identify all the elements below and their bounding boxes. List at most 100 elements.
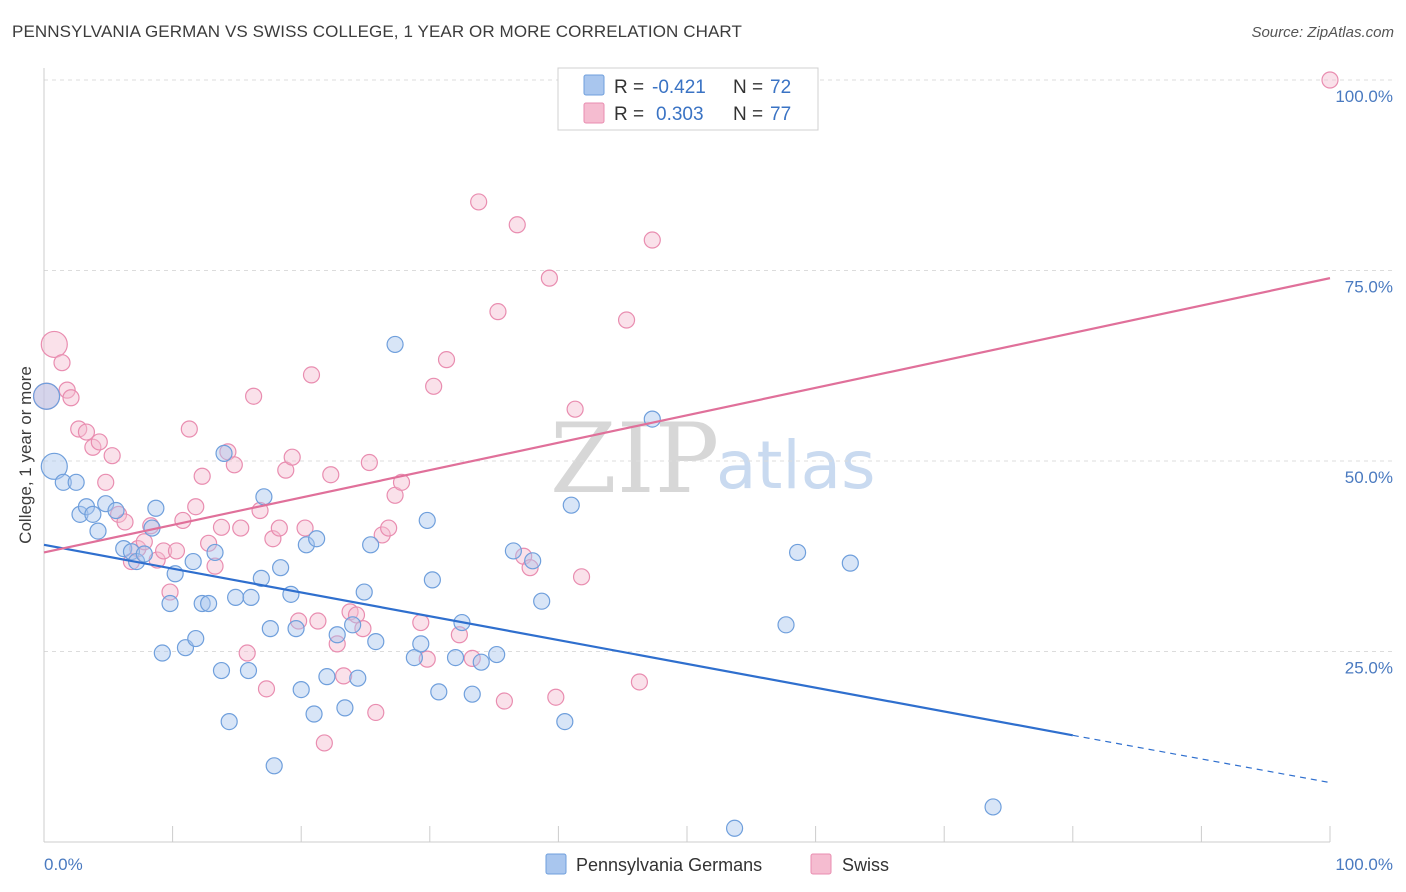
bottom-legend-label-blue: Pennsylvania Germans <box>576 855 762 875</box>
swiss-point-9 <box>97 473 115 491</box>
pg-point-41 <box>308 530 326 548</box>
pg-point-69 <box>841 554 859 572</box>
swiss-point-72 <box>617 311 636 329</box>
pg-point-40 <box>305 705 323 723</box>
swiss-point-36 <box>270 519 288 537</box>
legend-r-label-blue: R = <box>614 77 644 98</box>
swiss-point-18 <box>154 542 173 560</box>
y-axis-title: College, 1 year or more <box>16 366 35 544</box>
pg-point-1 <box>40 452 68 480</box>
pg-point-60 <box>488 645 506 664</box>
swiss-point-69 <box>547 688 565 706</box>
pg-point-53 <box>418 511 436 530</box>
pg-point-54 <box>423 571 441 589</box>
pg-point-61 <box>504 542 522 560</box>
swiss-point-57 <box>418 650 436 668</box>
y-tick-label-1: 75.0% <box>1345 278 1393 297</box>
swiss-point-71 <box>572 568 591 586</box>
swiss-point-32 <box>245 387 263 405</box>
swiss-point-38 <box>283 448 301 466</box>
pg-point-22 <box>193 594 211 613</box>
pg-point-68 <box>788 543 807 562</box>
swiss-point-68 <box>540 269 558 287</box>
pg-point-48 <box>362 536 380 554</box>
swiss-point-76 <box>1321 71 1339 89</box>
legend-n-label-pink: N = <box>733 104 763 125</box>
legend-r-label-pink: R = <box>614 104 644 125</box>
pg-point-32 <box>255 488 273 506</box>
pg-point-62 <box>533 592 551 610</box>
pg-point-51 <box>405 648 423 667</box>
pg-point-23 <box>200 594 218 613</box>
source-label: Source: ZipAtlas.com <box>1251 24 1394 41</box>
pg-point-3 <box>67 473 85 491</box>
swiss-point-58 <box>425 377 443 395</box>
pg-point-31 <box>252 569 270 587</box>
y-tick-label-3: 25.0% <box>1345 659 1393 678</box>
swiss-point-50 <box>360 453 378 472</box>
pg-point-42 <box>318 668 336 686</box>
pg-point-0 <box>32 382 61 410</box>
pg-point-38 <box>292 680 310 699</box>
swiss-point-1 <box>40 330 68 359</box>
pg-point-70 <box>984 798 1002 816</box>
pg-point-44 <box>336 699 354 717</box>
pg-point-15 <box>147 499 165 517</box>
series-legend: Pennsylvania Germans Swiss <box>545 853 889 875</box>
legend-swatch-pink <box>583 102 605 124</box>
pg-point-8 <box>97 495 115 513</box>
swiss-point-70 <box>566 400 584 418</box>
correlation-legend: R = -0.421 N = 72 R = 0.303 N = 77 <box>557 67 819 131</box>
pg-point-20 <box>184 552 202 571</box>
swiss-point-40 <box>296 519 314 537</box>
pg-point-28 <box>227 588 245 606</box>
bottom-legend-swatch-blue <box>545 853 567 875</box>
pg-point-13 <box>135 545 153 563</box>
pg-point-55 <box>430 683 448 701</box>
legend-r-value-pink: 0.303 <box>656 104 704 125</box>
swiss-point-45 <box>328 635 346 653</box>
watermark-atlas: atlas <box>716 427 876 504</box>
swiss-point-61 <box>463 649 481 667</box>
legend-swatch-blue <box>583 74 605 96</box>
pg-point-9 <box>107 501 125 520</box>
pg-point-63 <box>556 713 574 731</box>
swiss-point-65 <box>508 216 526 234</box>
bottom-legend-label-pink: Swiss <box>842 855 889 875</box>
swiss-point-4 <box>62 389 80 407</box>
swiss-point-42 <box>309 612 327 630</box>
watermark-zip: ZIP <box>550 403 719 515</box>
pg-point-33 <box>261 620 279 638</box>
swiss-point-27 <box>212 518 231 536</box>
swiss-point-64 <box>495 692 513 710</box>
swiss-point-43 <box>315 734 333 752</box>
pg-point-17 <box>161 594 179 613</box>
swiss-point-25 <box>200 534 218 552</box>
swiss-point-73 <box>630 673 649 691</box>
legend-n-value-pink: 77 <box>770 104 791 125</box>
swiss-point-44 <box>322 466 340 484</box>
swiss-point-29 <box>225 456 243 474</box>
legend-r-value-blue: -0.421 <box>652 77 706 98</box>
pg-point-39 <box>297 536 315 554</box>
swiss-point-26 <box>206 557 224 575</box>
gridlines <box>44 79 1392 652</box>
swiss-point-56 <box>412 613 430 632</box>
swiss-point-63 <box>489 303 507 321</box>
swiss-point-23 <box>187 498 205 516</box>
pg-point-66 <box>725 819 744 837</box>
pg-point-7 <box>89 522 107 540</box>
swiss-point-55 <box>392 473 411 491</box>
swiss-point-35 <box>264 530 282 548</box>
swiss-point-48 <box>347 606 366 624</box>
pg-point-37 <box>287 620 305 638</box>
swiss-point-24 <box>193 467 211 485</box>
swiss-point-41 <box>302 366 321 384</box>
pg-point-56 <box>446 648 465 667</box>
swiss-point-34 <box>257 680 276 698</box>
bottom-legend-swatch-pink <box>810 853 832 875</box>
pg-point-2 <box>54 473 72 491</box>
swiss-point-67 <box>521 559 539 577</box>
pg-point-27 <box>220 713 238 731</box>
pg-point-50 <box>386 335 404 354</box>
